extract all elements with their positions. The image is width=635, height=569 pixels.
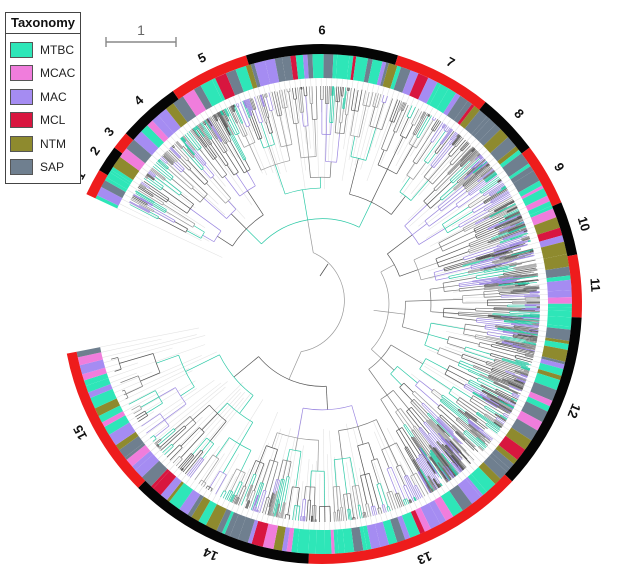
clade-label-4: 4	[131, 92, 147, 109]
legend-item-ntm: NTM	[10, 132, 80, 156]
scale-bar: 1	[106, 22, 176, 47]
legend-swatch	[10, 159, 33, 175]
legend-label: MCL	[40, 113, 65, 127]
legend-label: MAC	[40, 90, 67, 104]
clade-label-11: 11	[587, 278, 603, 293]
clade-label-14: 14	[200, 544, 220, 564]
clade-label-6: 6	[318, 23, 325, 38]
clade-label-15: 15	[70, 423, 90, 443]
leaf-guide-lines	[100, 78, 548, 530]
legend-label: MTBC	[40, 43, 74, 57]
taxonomy-legend: Taxonomy MTBC MCAC MAC MCL NTM SAP	[5, 12, 81, 184]
legend-label: NTM	[40, 137, 66, 151]
legend-swatch	[10, 42, 33, 58]
legend-item-mcl: MCL	[10, 109, 80, 133]
legend-title: Taxonomy	[6, 13, 80, 34]
legend-swatch	[10, 136, 33, 152]
clade-label-3: 3	[101, 124, 117, 139]
legend-item-mac: MAC	[10, 85, 80, 109]
legend-item-sap: SAP	[10, 156, 80, 180]
legend-label: SAP	[40, 160, 64, 174]
legend-swatch	[10, 65, 33, 81]
legend-list: MTBC MCAC MAC MCL NTM SAP	[6, 34, 80, 183]
clade-label-10: 10	[575, 215, 594, 233]
clade-label-9: 9	[551, 160, 568, 174]
clade-label-13: 13	[415, 548, 434, 567]
clade-label-12: 12	[564, 401, 583, 420]
legend-label: MCAC	[40, 66, 75, 80]
clade-label-7: 7	[444, 54, 457, 71]
clade-label-2: 2	[87, 144, 103, 158]
legend-item-mtbc: MTBC	[10, 38, 80, 62]
legend-item-mcac: MCAC	[10, 62, 80, 86]
clade-label-5: 5	[195, 49, 208, 66]
clade-label-8: 8	[511, 106, 527, 122]
scale-bar-label: 1	[137, 22, 145, 38]
legend-swatch	[10, 89, 33, 105]
legend-swatch	[10, 112, 33, 128]
